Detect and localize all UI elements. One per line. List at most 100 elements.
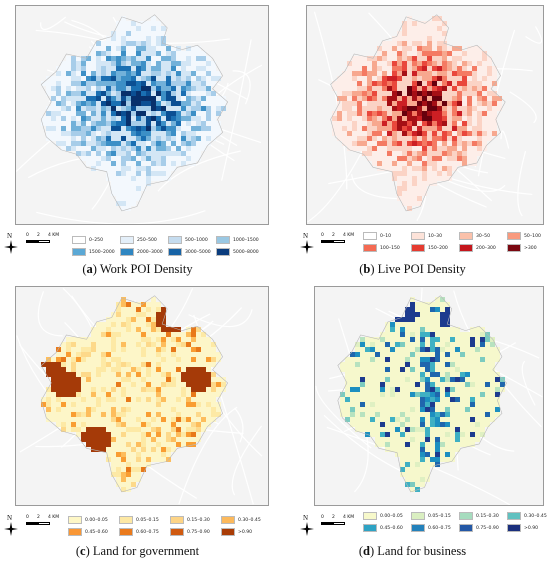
grid-cell xyxy=(61,342,66,347)
grid-cell xyxy=(101,76,106,81)
grid-cell xyxy=(392,36,397,41)
grid-cell xyxy=(91,377,96,382)
grid-cell xyxy=(490,337,495,342)
grid-cell xyxy=(111,442,116,447)
grid-cell xyxy=(340,362,345,367)
grid-cell xyxy=(357,56,362,61)
grid-cell xyxy=(452,76,457,81)
legend-swatch xyxy=(411,512,425,520)
grid-cell xyxy=(61,402,66,407)
legend-swatch xyxy=(363,512,377,520)
grid-cell xyxy=(46,106,51,111)
grid-cell xyxy=(412,196,417,201)
grid-cell xyxy=(161,56,166,61)
grid-cell xyxy=(71,91,76,96)
grid-cell xyxy=(76,101,81,106)
grid-cell xyxy=(111,186,116,191)
caption-letter-a: a xyxy=(86,262,93,276)
grid-cell xyxy=(126,427,131,432)
grid-cell xyxy=(91,327,96,332)
grid-cell xyxy=(470,372,475,377)
grid-cell xyxy=(126,362,131,367)
grid-cell xyxy=(151,161,156,166)
grid-cell xyxy=(151,136,156,141)
grid-cell xyxy=(61,372,66,377)
grid-cell xyxy=(186,357,191,362)
grid-cell xyxy=(151,116,156,121)
grid-cell xyxy=(427,71,432,76)
grid-cell xyxy=(96,46,101,51)
grid-cell xyxy=(186,111,191,116)
grid-cell xyxy=(126,21,131,26)
grid-cell xyxy=(385,362,390,367)
grid-cell xyxy=(86,412,91,417)
grid-cell xyxy=(442,166,447,171)
grid-cell xyxy=(176,91,181,96)
grid-cell xyxy=(101,417,106,422)
grid-cell xyxy=(435,312,440,317)
grid-cell xyxy=(136,36,141,41)
grid-cell xyxy=(151,317,156,322)
grid-cell xyxy=(106,327,111,332)
grid-cell xyxy=(146,141,151,146)
grid-cell xyxy=(51,367,56,372)
grid-cell xyxy=(387,86,392,91)
grid-cell xyxy=(467,96,472,101)
legend-label: 3000–5000 xyxy=(185,249,211,255)
grid-cell xyxy=(86,432,91,437)
grid-cell xyxy=(457,66,462,71)
grid-cell xyxy=(131,181,136,186)
grid-cell xyxy=(480,377,485,382)
grid-cell xyxy=(442,81,447,86)
grid-cell xyxy=(136,347,141,352)
grid-cell xyxy=(71,407,76,412)
legend-item: 0.45–0.60 xyxy=(363,524,403,532)
grid-cell xyxy=(425,367,430,372)
grid-cell xyxy=(196,121,201,126)
grid-cell xyxy=(412,101,417,106)
grid-cell xyxy=(131,427,136,432)
grid-cell xyxy=(206,407,211,412)
grid-cell xyxy=(121,206,126,211)
grid-cell xyxy=(161,442,166,447)
grid-cell xyxy=(136,387,141,392)
grid-cell xyxy=(126,51,131,56)
grid-cell xyxy=(362,81,367,86)
grid-cell xyxy=(392,131,397,136)
grid-cell xyxy=(146,66,151,71)
grid-cell xyxy=(121,387,126,392)
grid-cell xyxy=(480,397,485,402)
grid-cell xyxy=(141,136,146,141)
grid-cell xyxy=(211,392,216,397)
grid-cell xyxy=(136,402,141,407)
grid-cell xyxy=(111,86,116,91)
grid-cell xyxy=(181,337,186,342)
grid-cell xyxy=(360,422,365,427)
grid-cell xyxy=(402,71,407,76)
legend-item: >0.90 xyxy=(507,524,538,532)
grid-cell xyxy=(166,151,171,156)
grid-cell xyxy=(186,96,191,101)
grid-cell xyxy=(405,447,410,452)
grid-cell xyxy=(131,41,136,46)
grid-cell xyxy=(365,377,370,382)
grid-cell xyxy=(402,166,407,171)
grid-cell xyxy=(121,432,126,437)
grid-cell xyxy=(196,81,201,86)
grid-cell xyxy=(111,347,116,352)
grid-cell xyxy=(151,362,156,367)
grid-cell xyxy=(101,156,106,161)
grid-cell xyxy=(131,91,136,96)
grid-cell xyxy=(41,121,46,126)
grid-cell xyxy=(211,402,216,407)
grid-cell xyxy=(372,66,377,71)
grid-cell xyxy=(442,86,447,91)
grid-cell xyxy=(66,101,71,106)
grid-cell xyxy=(405,437,410,442)
grid-cell xyxy=(450,337,455,342)
grid-cell xyxy=(171,442,176,447)
grid-cell xyxy=(131,342,136,347)
grid-cell xyxy=(367,141,372,146)
grid-cell xyxy=(410,297,415,302)
grid-cell xyxy=(151,156,156,161)
